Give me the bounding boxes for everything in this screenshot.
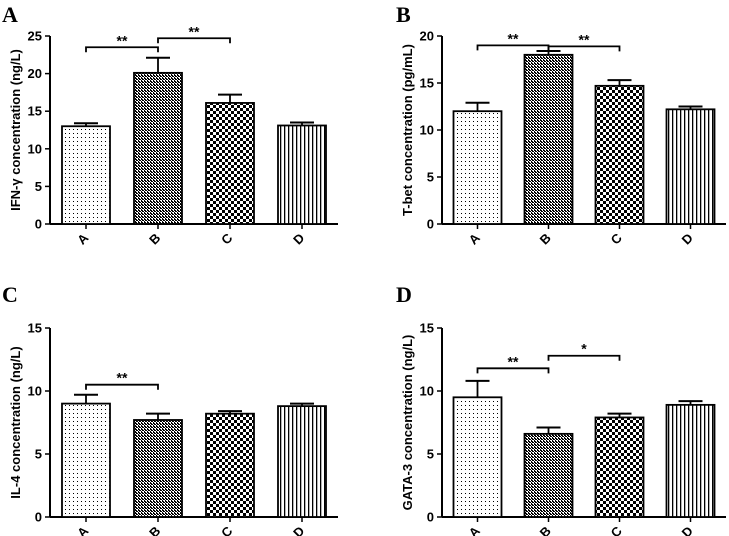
y-axis-label: IL-4 concentration (ng/L) (8, 346, 23, 498)
x-tick-label: D (679, 523, 696, 536)
x-tick-label: B (146, 230, 163, 247)
bar-d (277, 124, 327, 225)
panel-letter: D (396, 282, 412, 307)
significance-label: ** (508, 353, 519, 369)
significance-label: ** (579, 31, 590, 47)
y-axis-label: GATA-3 concentration (ng/L) (400, 335, 415, 511)
y-tick-label: 0 (427, 510, 434, 525)
bar-c (594, 416, 645, 518)
significance-label: * (581, 341, 587, 357)
bar-b (133, 71, 183, 225)
x-tick-label: D (290, 230, 307, 247)
y-tick-label: 25 (28, 29, 42, 44)
x-tick-label: B (537, 230, 554, 247)
chart-panel-b: B T-bet concentration (pg/mL) 0 5 10 15 20 A B C D… (396, 2, 726, 247)
bar-c (205, 102, 255, 225)
chart-panel-a: A IFN-γ concentration (ng/L) 0 5 10 15 20 25 A B C… (2, 2, 338, 247)
x-tick-label: B (537, 523, 554, 536)
bar-b (523, 432, 574, 518)
y-tick-label: 10 (420, 384, 434, 399)
y-tick-label: 5 (35, 447, 42, 462)
y-tick-label: 20 (420, 29, 434, 44)
significance-label: ** (508, 30, 519, 46)
bar-c (205, 412, 255, 518)
bar-a (61, 402, 111, 518)
y-tick-label: 15 (28, 104, 42, 119)
significance-bracket (85, 383, 159, 390)
y-tick-label: 15 (28, 321, 42, 336)
significance-label: ** (117, 370, 128, 386)
x-tick-label: B (146, 523, 163, 536)
x-tick-label: C (218, 523, 236, 536)
significance-bracket (547, 354, 621, 361)
x-tick-label: A (74, 523, 92, 536)
panel-letter: A (2, 2, 18, 27)
y-tick-label: 0 (35, 510, 42, 525)
y-tick-label: 10 (420, 123, 434, 138)
y-axis-label: IFN-γ concentration (ng/L) (8, 49, 23, 211)
significance-bracket (547, 45, 621, 52)
y-tick-label: 10 (28, 141, 42, 156)
y-tick-label: 10 (28, 384, 42, 399)
y-tick-label: 15 (420, 76, 434, 91)
x-tick-label: D (290, 523, 307, 536)
bar-b (523, 53, 574, 225)
bar-d (665, 108, 716, 225)
x-tick-label: A (466, 523, 484, 536)
bar-d (665, 403, 716, 518)
y-tick-label: 5 (427, 447, 434, 462)
significance-bracket (476, 367, 550, 374)
bar-a (452, 396, 503, 518)
y-tick-label: 0 (35, 217, 42, 232)
y-tick-label: 0 (427, 217, 434, 232)
bar-a (61, 125, 111, 225)
x-tick-label: C (608, 523, 626, 536)
x-tick-label: D (679, 230, 696, 247)
bar-a (452, 110, 503, 225)
x-tick-label: A (466, 230, 484, 248)
x-tick-label: C (608, 230, 626, 248)
x-tick-label: A (74, 230, 92, 248)
significance-label: ** (189, 23, 200, 39)
chart-panel-c: C IL-4 concentration (ng/L) 0 5 10 15 A B C D ** (2, 282, 338, 536)
panel-letter: C (2, 282, 18, 307)
y-tick-label: 20 (28, 66, 42, 81)
significance-bracket (157, 37, 231, 44)
y-tick-label: 5 (35, 179, 42, 194)
significance-label: ** (117, 32, 128, 48)
bar-b (133, 419, 183, 518)
x-tick-label: C (218, 230, 236, 248)
bar-c (594, 84, 645, 225)
bar-d (277, 405, 327, 518)
y-axis-label: T-bet concentration (pg/mL) (400, 44, 415, 216)
significance-bracket (85, 46, 159, 53)
panel-letter: B (396, 2, 411, 27)
y-tick-label: 15 (420, 321, 434, 336)
y-tick-label: 5 (427, 170, 434, 185)
